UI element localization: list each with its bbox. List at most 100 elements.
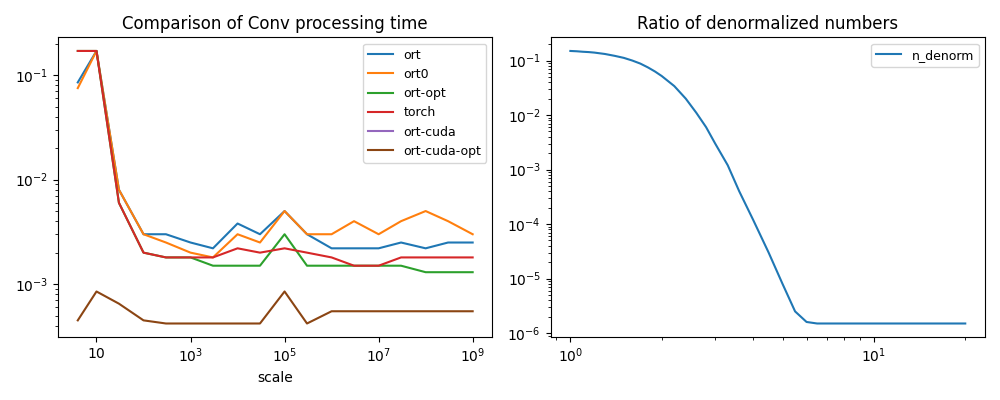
- torch: [442, 255, 454, 260]
- n_denorm: [892, 321, 904, 326]
- n_denorm: [618, 56, 630, 60]
- ort-cuda-opt: [467, 309, 479, 314]
- torch: [185, 255, 197, 260]
- torch: [254, 250, 266, 255]
- ort-opt: [207, 263, 219, 268]
- ort0: [326, 232, 338, 237]
- Title: Ratio of denormalized numbers: Ratio of denormalized numbers: [637, 15, 898, 33]
- ort0: [72, 86, 84, 90]
- ort: [326, 246, 338, 251]
- n_denorm: [588, 50, 600, 55]
- Legend: ort, ort0, ort-opt, torch, ort-cuda, ort-cuda-opt: ort, ort0, ort-opt, torch, ort-cuda, ort…: [363, 44, 486, 163]
- ort: [301, 232, 313, 237]
- ort0: [138, 232, 150, 237]
- ort-opt: [279, 232, 291, 237]
- n_denorm: [777, 282, 789, 286]
- n_denorm: [599, 52, 611, 56]
- ort: [395, 240, 407, 245]
- n_denorm: [626, 58, 638, 63]
- n_denorm: [763, 250, 775, 255]
- ort-opt: [254, 263, 266, 268]
- n_denorm: [722, 163, 734, 168]
- n_denorm: [564, 48, 576, 53]
- ort-opt: [442, 270, 454, 275]
- ort-cuda-opt: [90, 289, 102, 294]
- torch: [232, 246, 244, 251]
- X-axis label: scale: scale: [257, 371, 293, 385]
- torch: [373, 263, 385, 268]
- n_denorm: [571, 49, 583, 54]
- ort: [160, 232, 172, 237]
- n_denorm: [609, 54, 621, 58]
- ort: [279, 209, 291, 214]
- ort-opt: [232, 263, 244, 268]
- Line: ort-opt: ort-opt: [78, 51, 473, 272]
- ort: [467, 240, 479, 245]
- Line: n_denorm: n_denorm: [570, 51, 965, 324]
- n_denorm: [801, 320, 813, 324]
- ort: [207, 246, 219, 251]
- ort0: [90, 48, 102, 53]
- n_denorm: [583, 50, 595, 54]
- Legend: n_denorm: n_denorm: [871, 44, 979, 66]
- n_denorm: [634, 61, 646, 66]
- torch: [72, 48, 84, 53]
- ort0: [185, 250, 197, 255]
- n_denorm: [649, 69, 661, 74]
- ort-opt: [160, 255, 172, 260]
- ort-cuda-opt: [113, 301, 125, 306]
- ort: [72, 80, 84, 85]
- torch: [113, 200, 125, 205]
- ort0: [279, 209, 291, 214]
- n_denorm: [733, 189, 745, 194]
- ort-cuda-opt: [420, 309, 432, 314]
- ort: [232, 221, 244, 226]
- torch: [301, 250, 313, 255]
- ort: [138, 232, 150, 237]
- ort-opt: [113, 200, 125, 205]
- torch: [467, 255, 479, 260]
- n_denorm: [747, 217, 759, 222]
- ort0: [160, 240, 172, 245]
- n_denorm: [668, 84, 680, 88]
- Title: Comparison of Conv processing time: Comparison of Conv processing time: [122, 15, 428, 33]
- n_denorm: [709, 141, 721, 146]
- n_denorm: [921, 321, 933, 326]
- ort: [90, 48, 102, 53]
- ort0: [467, 232, 479, 237]
- ort-cuda-opt: [138, 318, 150, 323]
- Line: ort0: ort0: [78, 51, 473, 258]
- n_denorm: [690, 110, 702, 115]
- ort0: [442, 219, 454, 224]
- ort-opt: [301, 263, 313, 268]
- n_denorm: [680, 96, 692, 101]
- ort-cuda-opt: [348, 309, 360, 314]
- ort: [185, 240, 197, 245]
- ort-opt: [72, 48, 84, 53]
- Line: torch: torch: [78, 51, 473, 266]
- ort-cuda-opt: [185, 321, 197, 326]
- n_denorm: [656, 74, 668, 78]
- ort0: [301, 232, 313, 237]
- Line: ort-cuda-opt: ort-cuda-opt: [78, 292, 473, 324]
- n_denorm: [854, 321, 866, 326]
- ort0: [232, 232, 244, 237]
- n_denorm: [868, 321, 880, 326]
- ort-cuda-opt: [373, 309, 385, 314]
- ort-opt: [373, 263, 385, 268]
- torch: [420, 255, 432, 260]
- ort-cuda-opt: [160, 321, 172, 326]
- torch: [279, 246, 291, 251]
- ort: [442, 240, 454, 245]
- torch: [207, 255, 219, 260]
- ort-cuda-opt: [326, 309, 338, 314]
- torch: [90, 48, 102, 53]
- n_denorm: [846, 321, 858, 326]
- ort: [420, 246, 432, 251]
- ort: [373, 246, 385, 251]
- n_denorm: [811, 321, 823, 326]
- ort-opt: [348, 263, 360, 268]
- ort-opt: [138, 250, 150, 255]
- ort-cuda-opt: [207, 321, 219, 326]
- n_denorm: [700, 125, 712, 130]
